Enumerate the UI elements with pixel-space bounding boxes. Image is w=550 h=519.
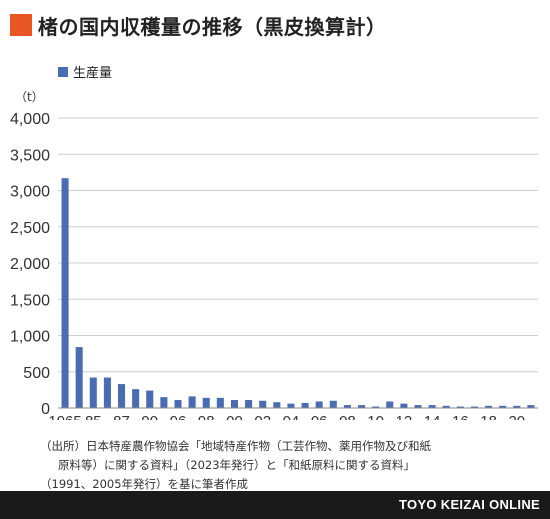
bar — [428, 405, 436, 408]
bar — [315, 401, 323, 408]
bar — [301, 402, 309, 408]
legend-label: 生産量 — [73, 66, 113, 81]
y-tick-label: 2,500 — [10, 220, 50, 237]
bar — [245, 400, 253, 408]
y-tick-label: 3,000 — [10, 184, 50, 201]
x-tick-label: 96 — [170, 413, 187, 420]
y-tick-label: 0 — [41, 401, 50, 418]
x-tick-label: 10 — [367, 413, 384, 420]
bar — [103, 377, 111, 408]
footer-brand: TOYO KEIZAI ONLINE — [399, 497, 540, 512]
bar — [216, 397, 224, 408]
legend: 生産量 — [58, 62, 112, 81]
y-tick-label: 1,500 — [10, 292, 50, 309]
bar — [485, 405, 493, 408]
source-line-2: 原料等）に関する資料」（2023年発行）と「和紙原料に関する資料」 — [58, 458, 416, 472]
bar — [358, 405, 366, 408]
y-tick-label: 1,000 — [10, 329, 50, 346]
bar — [61, 178, 69, 408]
footer-bar: TOYO KEIZAI ONLINE — [0, 491, 550, 519]
bar — [230, 400, 238, 408]
x-tick-label: 12 — [396, 413, 413, 420]
bar — [273, 402, 281, 408]
title-row: 楮の国内収穫量の推移（黒皮換算計） — [10, 10, 387, 40]
x-tick-label: 14 — [424, 413, 441, 420]
y-tick-label: 2,000 — [10, 256, 50, 273]
source-line-1: （出所）日本特産農作物協会「地域特産作物（工芸作物、薬用作物及び和紙 — [40, 439, 431, 453]
bar — [287, 403, 295, 408]
bar — [75, 347, 83, 408]
x-tick-label: 02 — [254, 413, 271, 420]
y-tick-label: 4,000 — [10, 111, 50, 128]
bar — [456, 406, 464, 408]
bar — [442, 405, 450, 408]
bar — [329, 400, 337, 408]
y-tick-label: 3,500 — [10, 147, 50, 164]
x-tick-label: 04 — [283, 413, 300, 420]
bar — [202, 397, 210, 408]
bar — [174, 400, 182, 408]
bar — [414, 405, 422, 408]
source-line-3: （1991、2005年発行）を基に筆者作成 — [40, 477, 249, 491]
x-tick-label: 06 — [311, 413, 328, 420]
y-axis-unit: （t） — [15, 90, 44, 104]
bar — [470, 406, 478, 408]
x-tick-label: 16 — [452, 413, 469, 420]
x-tick-label: 20 — [508, 413, 525, 420]
bar — [499, 405, 507, 408]
chart-title: 楮の国内収穫量の推移（黒皮換算計） — [38, 14, 387, 39]
bar — [372, 406, 380, 408]
bar — [400, 403, 408, 408]
y-tick-label: 500 — [23, 365, 50, 382]
x-tick-label: 00 — [226, 413, 243, 420]
x-tick-label: 85 — [85, 413, 102, 420]
x-tick-label: 87 — [113, 413, 130, 420]
bar — [118, 384, 126, 408]
bar — [259, 400, 267, 408]
x-tick-label: 08 — [339, 413, 356, 420]
x-tick-label: 18 — [480, 413, 497, 420]
x-tick-label: 98 — [198, 413, 215, 420]
bar — [89, 377, 97, 408]
bar-chart: 0 500 1,000 1,500 2,000 2,500 3,000 3,500 4,000 1… — [10, 111, 538, 420]
source-note: （出所）日本特産農作物協会「地域特産作物（工芸作物、薬用作物及び和紙 原料等）に… — [40, 437, 540, 494]
bar — [188, 396, 196, 408]
x-tick-label: 1965 — [48, 413, 81, 420]
x-tick-label: 90 — [141, 413, 158, 420]
bar — [146, 390, 154, 408]
bar — [343, 405, 351, 408]
bar — [132, 389, 140, 408]
bar — [386, 401, 394, 408]
bar — [527, 405, 535, 408]
legend-swatch — [58, 66, 68, 77]
bar — [513, 405, 521, 408]
bar — [160, 397, 168, 408]
title-accent-square — [10, 14, 32, 36]
